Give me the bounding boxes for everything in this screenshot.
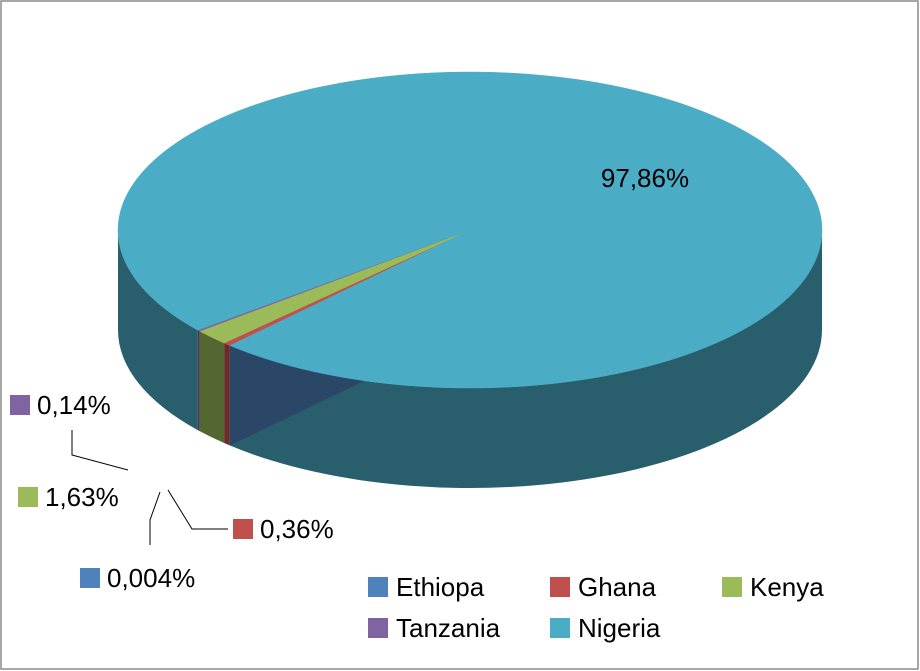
legend-label: Ghana bbox=[578, 572, 657, 602]
slice-side bbox=[224, 343, 230, 446]
legend-swatch bbox=[550, 618, 570, 638]
leader-line bbox=[71, 430, 129, 471]
pie bbox=[117, 71, 823, 488]
leader-line bbox=[167, 489, 228, 530]
data-label: 97,86% bbox=[601, 163, 689, 193]
legend-label: Nigeria bbox=[578, 613, 661, 643]
legend-label: Kenya bbox=[750, 572, 824, 602]
slice-side bbox=[118, 230, 198, 431]
label-swatch bbox=[80, 568, 100, 588]
legend-label: Ethiopa bbox=[396, 572, 485, 602]
slice-side bbox=[199, 331, 225, 444]
data-label: 1,63% bbox=[45, 482, 119, 512]
legend-swatch bbox=[368, 618, 388, 638]
data-label: 0,004% bbox=[107, 563, 195, 593]
data-label: 0,36% bbox=[260, 514, 334, 544]
legend-swatch bbox=[368, 577, 388, 597]
data-labels: 0,004% 0,36% 1,63% 0,14% 97,86% bbox=[10, 163, 689, 593]
label-swatch bbox=[18, 487, 38, 507]
slice-side bbox=[197, 330, 200, 432]
label-swatch bbox=[233, 519, 253, 539]
slice-side bbox=[229, 230, 822, 488]
leader-line bbox=[149, 491, 161, 545]
legend-label: Tanzania bbox=[396, 613, 501, 643]
legend: Ethiopa Ghana Kenya Tanzania Nigeria bbox=[368, 572, 824, 643]
legend-swatch bbox=[722, 577, 742, 597]
legend-swatch bbox=[550, 577, 570, 597]
slice bbox=[117, 71, 823, 389]
label-swatch bbox=[10, 395, 30, 415]
data-label: 0,14% bbox=[37, 390, 111, 420]
